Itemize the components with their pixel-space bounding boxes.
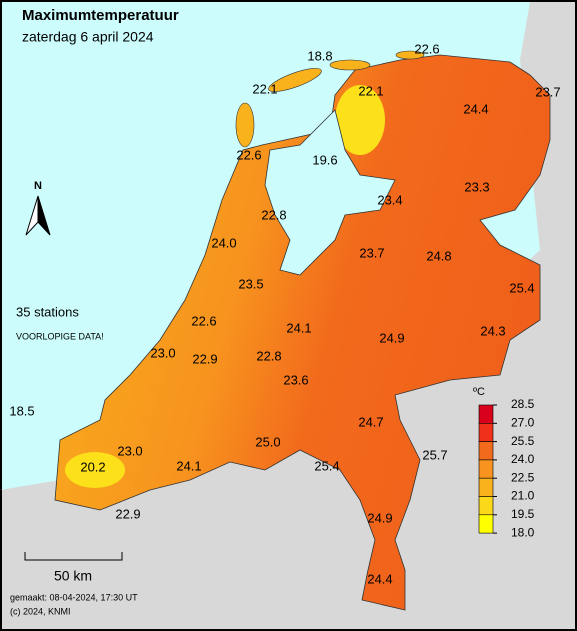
station-value: 23.4 [377, 192, 402, 207]
legend-tick-label: 19.5 [511, 507, 535, 521]
legend-tick-label: 28.5 [511, 397, 535, 411]
station-value: 24.1 [286, 320, 311, 335]
title: Maximumtemperatuur [22, 7, 179, 24]
legend-tick-label: 27.0 [511, 415, 535, 429]
legend-tick-label: 18.0 [511, 525, 535, 539]
legend-tick-label: 21.0 [511, 489, 535, 503]
subtitle: zaterdag 6 april 2024 [22, 29, 154, 45]
island [395, 50, 425, 60]
legend-swatch [478, 496, 494, 516]
legend-swatch [478, 422, 494, 442]
station-value: 22.8 [256, 348, 281, 363]
island [268, 68, 322, 92]
legend-tick-label: 25.5 [511, 434, 535, 448]
island [235, 102, 255, 148]
station-value: 22.9 [192, 351, 217, 366]
ijsselmeer [264, 109, 396, 276]
legend-unit: ºC [473, 386, 485, 398]
station-value: 24.8 [426, 248, 451, 263]
station-value: 23.7 [535, 84, 560, 99]
station-value: 24.1 [176, 458, 201, 473]
footer-made: gemaakt: 08-04-2024, 17:30 UT [10, 592, 138, 602]
station-value: 24.3 [480, 323, 505, 338]
legend-swatch [478, 404, 494, 424]
station-value: 23.3 [464, 179, 489, 194]
station-value: 18.5 [9, 403, 34, 418]
station-value: 25.4 [509, 280, 534, 295]
station-value: 18.8 [307, 48, 332, 63]
station-value: 24.4 [367, 571, 392, 586]
island [329, 59, 371, 71]
station-value: 23.0 [117, 443, 142, 458]
station-value: 22.6 [236, 147, 261, 162]
scale-label: 50 km [54, 568, 92, 584]
legend-swatch [478, 477, 494, 497]
station-value: 25.4 [314, 458, 339, 473]
station-value: 24.7 [358, 414, 383, 429]
warm-zone [65, 452, 125, 488]
station-value: 24.0 [211, 235, 236, 250]
station-value: 25.0 [255, 434, 280, 449]
station-value: 19.6 [312, 152, 337, 167]
legend-swatch [478, 459, 494, 479]
station-value: 22.9 [115, 506, 140, 521]
netherlands [54, 54, 551, 611]
station-value: 24.9 [367, 510, 392, 525]
station-value: 23.0 [150, 345, 175, 360]
station-value: 22.1 [358, 83, 383, 98]
station-value: 24.4 [463, 101, 488, 116]
station-value: 23.5 [238, 276, 263, 291]
compass [37, 195, 51, 236]
scale-bar [24, 552, 123, 561]
footer-copyright: (c) 2024, KNMI [10, 606, 71, 616]
legend-tick-label: 22.5 [511, 470, 535, 484]
legend-tick-label: 24.0 [511, 452, 535, 466]
station-value: 22.6 [414, 41, 439, 56]
legend-swatch [478, 441, 494, 461]
station-value: 24.9 [379, 330, 404, 345]
station-count: 35 stations [16, 304, 79, 319]
station-value: 20.2 [80, 459, 105, 474]
station-value: 23.6 [283, 372, 308, 387]
station-value: 22.8 [261, 207, 286, 222]
legend-swatch [478, 514, 494, 534]
warm-zone [335, 85, 385, 155]
station-value: 22.1 [252, 81, 277, 96]
station-value: 23.7 [359, 245, 384, 260]
status-note: VOORLOPIGE DATA! [16, 331, 104, 341]
north-label: N [34, 180, 42, 192]
station-value: 22.6 [191, 313, 216, 328]
station-value: 25.7 [422, 447, 447, 462]
